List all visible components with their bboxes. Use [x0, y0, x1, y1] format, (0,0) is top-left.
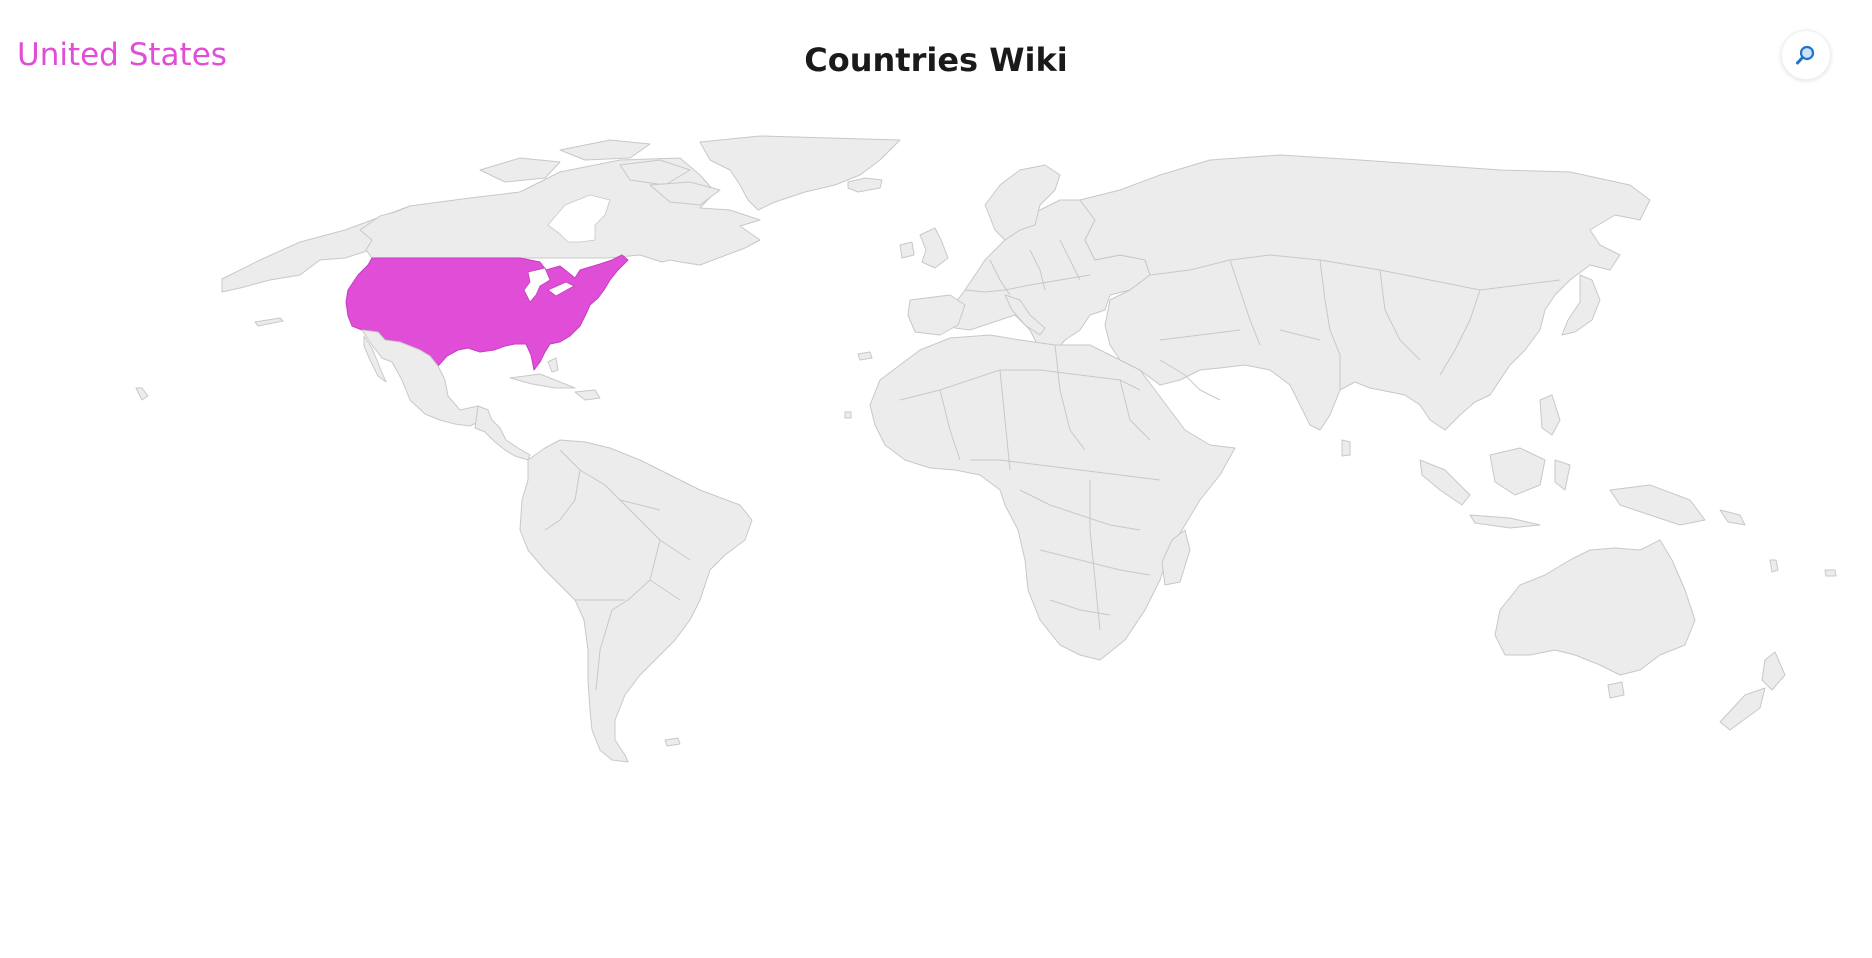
- region-scandinavia[interactable]: [984, 164, 1061, 241]
- island-new-guinea[interactable]: [1609, 484, 1706, 526]
- country-greenland[interactable]: [699, 135, 901, 211]
- country-sri-lanka[interactable]: [1341, 439, 1351, 457]
- island-sulawesi[interactable]: [1554, 459, 1571, 491]
- asia-borders: [1149, 254, 1561, 390]
- island-sumatra[interactable]: [1419, 459, 1471, 506]
- region-iberia[interactable]: [907, 294, 966, 336]
- great-lakes: [523, 267, 551, 303]
- country-united-kingdom[interactable]: [919, 227, 949, 269]
- country-new-zealand-north[interactable]: [1761, 651, 1786, 691]
- country-iceland[interactable]: [847, 177, 883, 193]
- selected-country-label[interactable]: United States: [17, 37, 227, 73]
- island-aleutians[interactable]: [254, 317, 284, 327]
- island-solomon[interactable]: [1719, 509, 1746, 526]
- europe-borders: [964, 239, 1091, 296]
- island-hawaii[interactable]: [135, 387, 149, 401]
- island-falklands[interactable]: [664, 737, 681, 747]
- arabia-borders: [1159, 359, 1221, 401]
- island-hispaniola[interactable]: [574, 389, 601, 401]
- country-australia[interactable]: [1494, 539, 1696, 676]
- hudson-bay: [547, 194, 611, 243]
- country-italy[interactable]: [1004, 294, 1046, 336]
- search-button[interactable]: [1781, 30, 1831, 80]
- country-cuba[interactable]: [509, 373, 576, 389]
- island-canary[interactable]: [857, 351, 873, 361]
- country-ireland[interactable]: [899, 241, 915, 259]
- baja-california[interactable]: [363, 335, 387, 383]
- island-baffin[interactable]: [649, 181, 721, 206]
- sa-borders: [544, 449, 691, 691]
- africa-borders: [899, 344, 1161, 631]
- continent-asia[interactable]: [1079, 154, 1651, 431]
- country-new-zealand-south[interactable]: [1719, 687, 1766, 731]
- lake-erie: [547, 281, 575, 297]
- page-title: Countries Wiki: [804, 41, 1068, 79]
- world-map-svg[interactable]: [0, 130, 1872, 930]
- country-japan[interactable]: [1561, 274, 1601, 336]
- island-arctic-3[interactable]: [619, 159, 691, 186]
- country-madagascar[interactable]: [1161, 529, 1191, 586]
- island-fiji[interactable]: [1824, 569, 1837, 577]
- region-central-america[interactable]: [474, 405, 531, 461]
- island-bahamas[interactable]: [547, 357, 559, 373]
- continent-south-america[interactable]: [519, 439, 753, 763]
- country-philippines[interactable]: [1539, 394, 1561, 436]
- island-cape-verde[interactable]: [844, 411, 852, 419]
- island-arctic-2[interactable]: [559, 139, 651, 161]
- continent-africa[interactable]: [869, 334, 1236, 661]
- search-icon: [1796, 45, 1815, 65]
- island-borneo[interactable]: [1489, 447, 1546, 496]
- island-java[interactable]: [1469, 514, 1541, 529]
- island-arctic-1[interactable]: [479, 157, 561, 183]
- world-map[interactable]: [0, 130, 1872, 930]
- island-vanuatu[interactable]: [1769, 559, 1779, 573]
- island-tasmania[interactable]: [1607, 681, 1625, 699]
